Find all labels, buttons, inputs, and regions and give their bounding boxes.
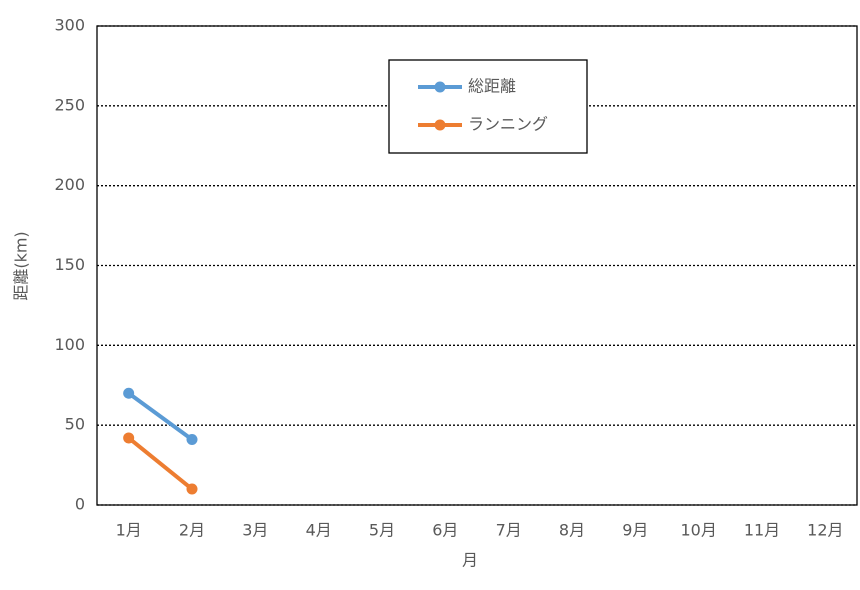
x-tick-label: 4月: [306, 521, 332, 540]
data-point: [123, 387, 135, 399]
x-tick-label: 5月: [369, 521, 395, 540]
x-tick-label: 12月: [807, 521, 843, 540]
x-tick-label: 6月: [432, 521, 458, 540]
x-tick-label: 11月: [744, 521, 780, 540]
y-tick-label: 100: [54, 335, 85, 354]
y-tick-label: 250: [54, 95, 85, 114]
legend-label: ランニング: [468, 115, 548, 134]
x-tick-label: 1月: [116, 521, 142, 540]
y-tick-label: 300: [54, 16, 85, 35]
series-line: [126, 435, 194, 492]
x-tick-label: 9月: [622, 521, 648, 540]
x-tick-label: 3月: [242, 521, 268, 540]
x-tick-label: 8月: [559, 521, 585, 540]
series-line: [126, 391, 194, 442]
x-tick-label: 10月: [680, 521, 716, 540]
y-tick-label: 0: [75, 495, 85, 514]
y-tick-label: 50: [65, 415, 85, 434]
y-tick-label: 200: [54, 175, 85, 194]
legend-marker: [434, 119, 446, 131]
x-tick-label: 7月: [496, 521, 522, 540]
y-tick-label: 150: [54, 255, 85, 274]
plot-border: [96, 25, 858, 506]
data-point: [186, 483, 198, 495]
data-point: [186, 434, 198, 446]
data-point: [123, 432, 135, 444]
legend-marker: [434, 81, 446, 93]
x-axis-label: 月: [462, 551, 478, 570]
legend-box: [388, 59, 588, 154]
y-axis-label: 距離(km): [12, 231, 31, 300]
x-tick-label: 2月: [179, 521, 205, 540]
legend-label: 総距離: [468, 77, 516, 96]
